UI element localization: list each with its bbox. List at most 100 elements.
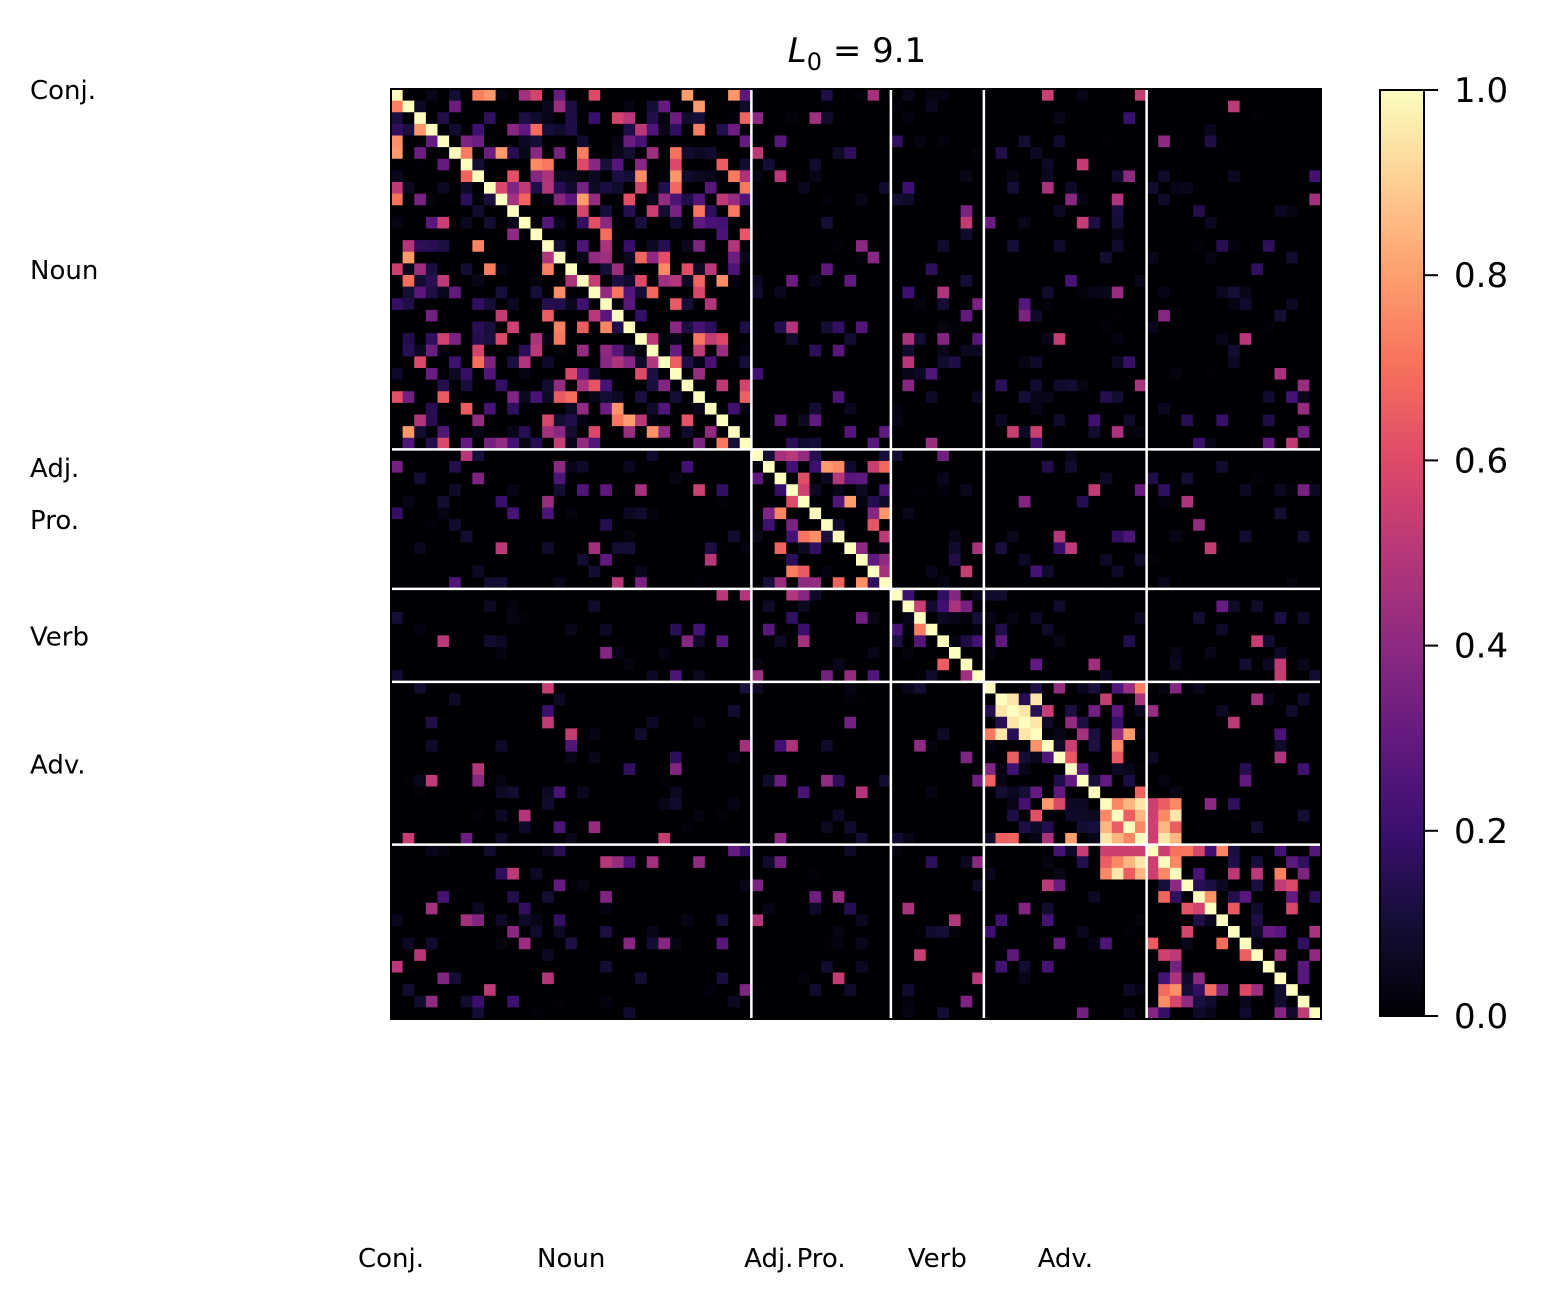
- heatmap-cell: [1030, 368, 1043, 381]
- heatmap-cell: [507, 565, 520, 578]
- heatmap-cell: [1309, 333, 1322, 346]
- heatmap-cell: [1216, 298, 1229, 311]
- heatmap-cell: [542, 205, 555, 218]
- heatmap-cell: [937, 786, 950, 799]
- heatmap-cell: [635, 623, 648, 636]
- heatmap-cell: [739, 728, 752, 741]
- heatmap-cell: [1169, 402, 1183, 416]
- heatmap-cell: [1239, 391, 1252, 404]
- heatmap-cell: [960, 681, 973, 695]
- heatmap-cell: [716, 356, 729, 369]
- heatmap-cell: [1204, 158, 1217, 171]
- heatmap-cell: [1204, 123, 1217, 137]
- heatmap-cell: [1018, 368, 1031, 381]
- heatmap-cell: [635, 786, 648, 799]
- heatmap-cell: [937, 449, 950, 462]
- heatmap-cell: [1111, 763, 1124, 776]
- heatmap-cell: [1100, 170, 1113, 183]
- heatmap-cell: [565, 123, 578, 137]
- heatmap-cell: [437, 461, 450, 474]
- heatmap-cell: [902, 495, 915, 509]
- heatmap-cell: [1053, 774, 1066, 788]
- heatmap-cell: [983, 565, 997, 578]
- heatmap-cell: [402, 170, 415, 183]
- heatmap-cell: [577, 565, 590, 578]
- heatmap-cell: [635, 658, 648, 671]
- heatmap-cell: [507, 670, 520, 683]
- heatmap-cell: [1088, 705, 1101, 718]
- heatmap-cell: [925, 670, 938, 683]
- heatmap-cell: [1158, 263, 1171, 276]
- heatmap-cell: [1286, 705, 1299, 718]
- heatmap-cell: [553, 751, 566, 764]
- heatmap-cell: [391, 368, 404, 381]
- heatmap-cell: [1216, 705, 1229, 718]
- heatmap-cell: [925, 263, 938, 276]
- heatmap-cell: [1262, 437, 1276, 450]
- heatmap-cell: [879, 495, 892, 509]
- heatmap-cell: [635, 484, 648, 497]
- heatmap-cell: [681, 565, 694, 578]
- heatmap-cell: [1135, 763, 1148, 776]
- heatmap-cell: [1297, 554, 1310, 567]
- heatmap-cell: [1018, 286, 1031, 299]
- heatmap-cell: [577, 519, 590, 532]
- heatmap-cell: [728, 774, 741, 788]
- heatmap-cell: [1169, 495, 1183, 509]
- heatmap-cell: [1065, 298, 1078, 311]
- heatmap-cell: [553, 670, 566, 683]
- heatmap-cell: [763, 205, 776, 218]
- heatmap-cell: [1053, 275, 1066, 288]
- heatmap-cell: [693, 472, 706, 485]
- heatmap-cell: [1111, 623, 1124, 636]
- heatmap-cell: [983, 705, 997, 718]
- heatmap-cell: [1239, 774, 1252, 788]
- heatmap-cell: [518, 170, 532, 183]
- heatmap-cell: [646, 298, 659, 311]
- heatmap-cell: [635, 170, 648, 183]
- heatmap-cell: [1076, 461, 1090, 474]
- heatmap-cell: [1297, 112, 1310, 125]
- heatmap-cell: [507, 612, 520, 625]
- heatmap-cell: [995, 670, 1008, 683]
- heatmap-cell: [844, 147, 857, 160]
- heatmap-cell: [402, 379, 415, 392]
- heatmap-cell: [983, 774, 997, 788]
- heatmap-cell: [832, 309, 845, 323]
- heatmap-cell: [518, 588, 532, 602]
- heatmap-cell: [995, 402, 1008, 416]
- heatmap-cell: [949, 472, 962, 485]
- heatmap-cell: [1088, 240, 1101, 253]
- heatmap-cell: [1286, 623, 1299, 636]
- heatmap-cell: [844, 600, 857, 613]
- heatmap-cell: [681, 333, 694, 346]
- heatmap-cell: [914, 693, 927, 706]
- heatmap-cell: [786, 298, 799, 311]
- heatmap-cell: [797, 751, 811, 764]
- heatmap-cell: [565, 658, 578, 671]
- heatmap-cell: [937, 670, 950, 683]
- heatmap-cell: [1216, 321, 1229, 334]
- heatmap-cell: [856, 379, 869, 392]
- heatmap-cell: [530, 728, 543, 741]
- heatmap-cell: [460, 716, 473, 729]
- heatmap-cell: [658, 740, 671, 753]
- heatmap-cell: [1123, 426, 1136, 439]
- heatmap-cell: [623, 402, 636, 416]
- heatmap-cell: [1065, 542, 1078, 555]
- heatmap-cell: [1146, 170, 1159, 183]
- heatmap-cell: [623, 588, 636, 602]
- heatmap-cell: [425, 193, 439, 206]
- heatmap-cell: [832, 205, 845, 218]
- heatmap-cell: [414, 612, 427, 625]
- heatmap-cell: [1204, 263, 1217, 276]
- heatmap-cell: [1239, 600, 1252, 613]
- heatmap-cell: [1204, 588, 1217, 602]
- heatmap-cell: [518, 542, 532, 555]
- heatmap-cell: [972, 437, 985, 450]
- heatmap-cell: [1286, 344, 1299, 357]
- heatmap-cell: [856, 89, 869, 102]
- heatmap-cell: [716, 786, 729, 799]
- heatmap-cell: [867, 623, 880, 636]
- heatmap-cell: [983, 89, 997, 102]
